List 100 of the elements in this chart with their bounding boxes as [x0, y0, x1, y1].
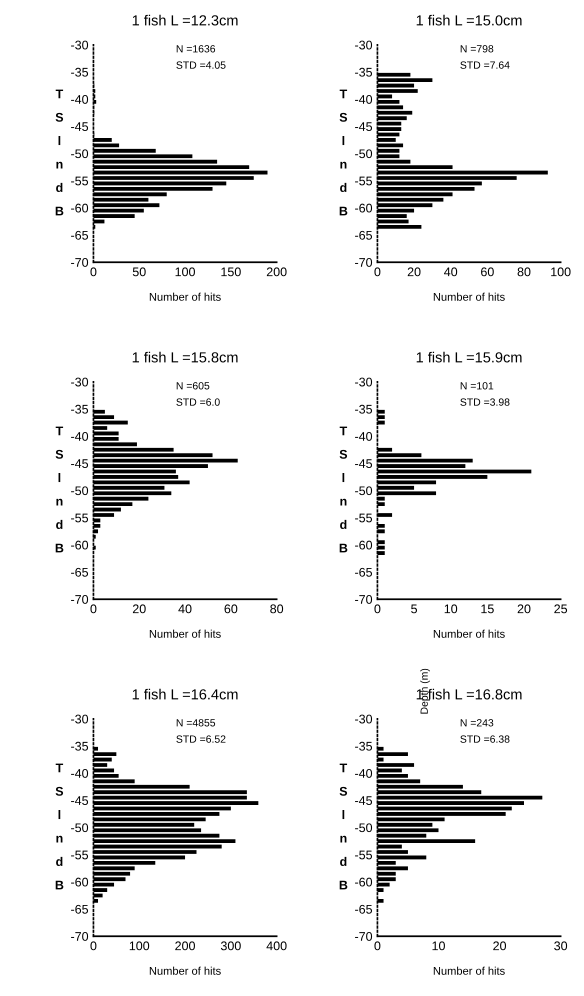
x-tick-label: 300 [220, 941, 241, 950]
x-tick-label: 20 [132, 604, 146, 614]
y-tick-label: -70 [71, 932, 88, 941]
y-tick-label: -40 [71, 432, 88, 441]
annotation: STD =6.0 [176, 398, 220, 406]
x-axis-title: Number of hits [434, 966, 505, 975]
x-tick-label: 40 [178, 604, 192, 614]
y-tick-label: -40 [355, 94, 372, 104]
chart-title: 1 fish L =15.9cm [416, 352, 522, 363]
y-tick-label: -55 [355, 850, 372, 860]
text: T S l n d B [56, 90, 64, 216]
y-tick-label: -45 [355, 796, 372, 806]
annotation: N =798 [460, 45, 494, 52]
y-tick-label: -35 [355, 68, 372, 77]
y-tick-label: -35 [71, 68, 88, 77]
y-tick-label: -50 [355, 823, 372, 832]
x-tick-label: 0 [90, 604, 96, 614]
y-tick-label: -60 [71, 878, 88, 887]
y-tick-label: -30 [71, 40, 88, 50]
annotation: STD =6.52 [176, 735, 226, 743]
annotation: STD =6.38 [460, 735, 510, 743]
x-tick-label: 80 [270, 604, 284, 614]
y-tick-label: -30 [355, 378, 372, 386]
y-tick-label: -70 [355, 258, 372, 267]
x-tick-label: 400 [266, 941, 287, 950]
annotation: N =605 [176, 382, 210, 390]
y-tick-label: -45 [71, 796, 88, 806]
x-tick-label: 60 [224, 604, 238, 614]
y-tick-label: -35 [71, 404, 88, 414]
y-tick-label: -65 [71, 904, 88, 914]
chart-title: 1 fish L =15.0cm [416, 14, 522, 26]
text: T S l n d B [340, 426, 348, 552]
y-tick-label: -60 [355, 540, 372, 550]
x-tick-label: 100 [551, 267, 571, 276]
x-tick-label: 150 [221, 267, 241, 276]
x-tick-label: 80 [518, 267, 530, 276]
x-tick-label: 0 [374, 604, 380, 614]
y-tick-label: -40 [355, 768, 372, 778]
y-tick-label: -70 [71, 258, 88, 267]
x-tick-label: 60 [481, 267, 494, 276]
y-tick-label: -55 [71, 850, 88, 860]
y-tick-label: -60 [355, 878, 372, 887]
y-tick-label: -50 [71, 823, 88, 832]
x-tick-label: 15 [481, 604, 494, 614]
y-tick-label: -70 [355, 932, 372, 941]
y-tick-label: -50 [355, 149, 372, 158]
x-tick-label: 10 [432, 941, 445, 950]
y-tick-label: -50 [71, 149, 88, 158]
y-tick-label: -55 [71, 514, 88, 522]
annotation: STD =4.05 [176, 61, 226, 69]
text: T S l n d B [340, 764, 348, 890]
annotation: N =101 [460, 382, 494, 390]
y-tick-label: -65 [355, 230, 372, 240]
x-tick-label: 0 [90, 267, 96, 276]
x-tick-label: 40 [444, 267, 458, 276]
y-tick-label: -70 [355, 595, 372, 604]
chart-title: 1 fish L =12.3cm [132, 14, 238, 26]
annotation: N =4855 [176, 719, 216, 726]
x-axis-title: Number of hits [150, 292, 221, 301]
x-tick-label: 10 [444, 604, 458, 614]
annotation: STD =7.64 [460, 61, 510, 69]
x-axis-title: Number of hits [434, 292, 505, 301]
x-tick-label: 0 [90, 941, 96, 950]
x-tick-label: 5 [411, 604, 418, 614]
y-tick-label: -55 [71, 176, 88, 186]
y-tick-label: -60 [71, 540, 88, 550]
x-tick-label: 20 [493, 941, 506, 950]
x-tick-label: 200 [175, 941, 195, 950]
y-tick-label: -65 [71, 568, 88, 577]
y-tick-label: -65 [71, 230, 88, 240]
y-tick-label: -45 [355, 122, 372, 132]
x-tick-label: 0 [374, 267, 380, 276]
y-tick-label: -45 [71, 459, 88, 468]
annotation: STD =3.98 [460, 398, 510, 406]
y-tick-label: -40 [355, 432, 372, 441]
y-tick-label: -50 [71, 486, 88, 496]
x-axis-title: Number of hits [434, 630, 505, 638]
annotation: N =243 [460, 719, 494, 726]
x-tick-label: 50 [132, 267, 146, 276]
annotation: N =1636 [176, 45, 216, 52]
x-tick-label: 0 [374, 941, 380, 950]
x-tick-label: 200 [266, 267, 287, 276]
y-tick-label: -35 [355, 742, 372, 751]
x-tick-label: 25 [554, 604, 568, 614]
text: T S l n d B [56, 764, 64, 890]
y-tick-label: -45 [355, 459, 372, 468]
x-tick-label: 100 [176, 267, 195, 276]
y-tick-label: -35 [71, 742, 88, 751]
y-tick-label: -45 [71, 122, 88, 132]
x-tick-label: 100 [130, 941, 150, 950]
x-axis-title: Number of hits [150, 630, 221, 638]
y-tick-label: -30 [71, 378, 88, 386]
text: T S l n d B [340, 90, 348, 216]
y-tick-label: -30 [71, 714, 88, 724]
chart-title: 1 fish L =15.8cm [132, 352, 238, 363]
y-tick-label: -60 [355, 204, 372, 213]
y-tick-label: -65 [355, 568, 372, 577]
y-tick-label: -30 [355, 714, 372, 724]
y-tick-label: -60 [71, 204, 88, 213]
y-tick-label: -40 [71, 94, 88, 104]
